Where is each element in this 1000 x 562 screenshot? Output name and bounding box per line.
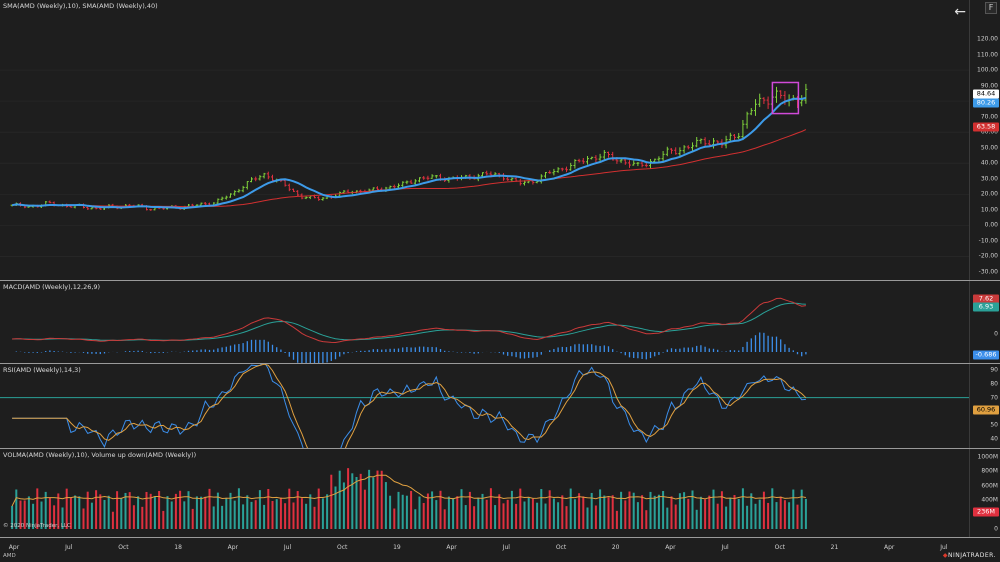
time-axis-label: Jul — [283, 544, 292, 551]
rsi-chart — [0, 364, 970, 448]
price-tick-label: 100.00 — [977, 66, 998, 74]
price-pane: SMA(AMD (Weekly),10), SMA(AMD (Weekly),4… — [0, 0, 1000, 280]
time-axis-label: Jul — [502, 544, 510, 551]
rsi-axis[interactable]: 90807060504060.96 — [969, 364, 1000, 448]
volume-tick-label: 1000M — [977, 453, 998, 461]
volume-tick-label: 800M — [981, 467, 998, 475]
time-axis-label: 20 — [611, 544, 620, 551]
pane-divider[interactable] — [0, 363, 1000, 364]
sma40-value-badge: 63.58 — [973, 122, 999, 132]
time-axis-label: Jul — [940, 544, 948, 551]
price-plot-area[interactable] — [0, 0, 970, 280]
price-axis[interactable]: 120.00110.00100.0090.0080.0070.0060.0050… — [969, 0, 1000, 280]
volume-pane: VOLMA(AMD (Weekly),10), Volume up down(A… — [0, 449, 1000, 537]
price-tick-label: 70.00 — [980, 113, 998, 121]
rsi-tick-label: 80 — [990, 380, 998, 388]
price-tick-label: 60.00 — [980, 128, 998, 136]
rsi-pane: RSI(AMD (Weekly),14,3) 90807060504060.96 — [0, 364, 1000, 448]
copyright-text: © 2020 NinjaTrader, LLC — [3, 523, 71, 529]
price-tick-label: 30.00 — [980, 175, 998, 183]
volume-plot-area[interactable] — [0, 449, 970, 537]
price-tick-label: -30.00 — [978, 268, 998, 276]
rsi-tick-label: 70 — [990, 394, 998, 402]
macd-signal-line — [12, 302, 806, 341]
macd-avg-badge: 6.93 — [973, 302, 999, 312]
last-price-badge: 84.64 — [973, 89, 999, 99]
price-tick-label: -10.00 — [978, 237, 998, 245]
price-tick-label: 10.00 — [980, 206, 998, 214]
macd-plot-area[interactable] — [0, 281, 970, 363]
pane-divider[interactable] — [0, 448, 1000, 449]
time-axis-label: 18 — [174, 544, 182, 551]
macd-axis[interactable]: 507.626.93-0.686 — [969, 281, 1000, 363]
macd-chart — [12, 297, 807, 363]
time-axis-label: Jul — [65, 544, 73, 551]
volume-tick-label: 400M — [981, 496, 998, 504]
time-axis-label: Apr — [665, 544, 676, 551]
volume-pane-title: VOLMA(AMD (Weekly),10), Volume up down(A… — [3, 451, 197, 459]
time-axis-label: Apr — [883, 544, 895, 551]
volma-line — [11, 474, 806, 507]
price-tick-label: 110.00 — [977, 51, 998, 59]
pane-divider[interactable] — [0, 280, 1000, 281]
time-axis-label: 21 — [830, 544, 839, 551]
sma40-line — [12, 129, 807, 208]
macd-value-badge: 7.62 — [973, 294, 999, 304]
rsi-tick-label: 40 — [990, 435, 998, 443]
macd-pane: MACD(AMD (Weekly),12,26,9) 507.626.93-0.… — [0, 281, 1000, 363]
f-button[interactable]: F — [985, 2, 997, 14]
time-axis-label: Apr — [8, 544, 20, 551]
time-axis-label: Oct — [774, 544, 785, 551]
price-chart — [0, 69, 970, 257]
time-axis-label: Oct — [555, 544, 567, 551]
time-axis-label: Oct — [118, 544, 129, 551]
time-axis-label: 19 — [393, 544, 401, 551]
rsi-tick-label: 90 — [990, 366, 998, 374]
time-axis[interactable] — [0, 537, 1000, 552]
rsi-plot-area[interactable] — [0, 364, 970, 448]
rsi-pane-title: RSI(AMD (Weekly),14,3) — [3, 366, 81, 374]
volume-axis[interactable]: 1000M800M600M400M200M0236M — [969, 449, 1000, 537]
time-axis-label: Apr — [446, 544, 457, 551]
price-tick-label: 90.00 — [980, 82, 998, 90]
price-tick-label: -20.00 — [978, 252, 998, 260]
drawing-rectangle — [771, 81, 800, 115]
rsi-tick-label: 50 — [990, 421, 998, 429]
macd-pane-title: MACD(AMD (Weekly),12,26,9) — [3, 283, 101, 291]
arrow-left-icon[interactable]: ← — [954, 4, 966, 20]
price-tick-label: 50.00 — [980, 144, 998, 152]
price-tick-label: 0.00 — [984, 221, 998, 229]
rsi-average-line — [12, 364, 807, 448]
price-tick-label: 20.00 — [980, 190, 998, 198]
time-axis-label: Apr — [227, 544, 238, 551]
sma10-line — [11, 96, 807, 210]
symbol-label: AMD — [3, 553, 16, 559]
macd-diff-badge: -0.686 — [973, 350, 999, 360]
rsi-value-badge: 60.96 — [973, 405, 999, 415]
volume-tick-label: 0 — [994, 525, 998, 533]
price-pane-title: SMA(AMD (Weekly),10), SMA(AMD (Weekly),4… — [3, 2, 158, 10]
macd-line — [12, 297, 806, 344]
time-axis-label: Jul — [721, 544, 729, 551]
time-axis-label: Oct — [337, 544, 348, 551]
price-tick-label: 120.00 — [977, 35, 998, 43]
volume-tick-label: 600M — [981, 482, 998, 490]
ninjatrader-logo: ◆NINJATRADER. — [942, 552, 996, 559]
rsi-line — [12, 364, 806, 448]
volume-value-badge: 236M — [973, 507, 999, 517]
price-tick-label: 40.00 — [980, 159, 998, 167]
sma10-value-badge: 80.26 — [973, 98, 999, 108]
macd-tick-label: 0 — [994, 330, 998, 338]
volume-chart — [11, 468, 807, 529]
